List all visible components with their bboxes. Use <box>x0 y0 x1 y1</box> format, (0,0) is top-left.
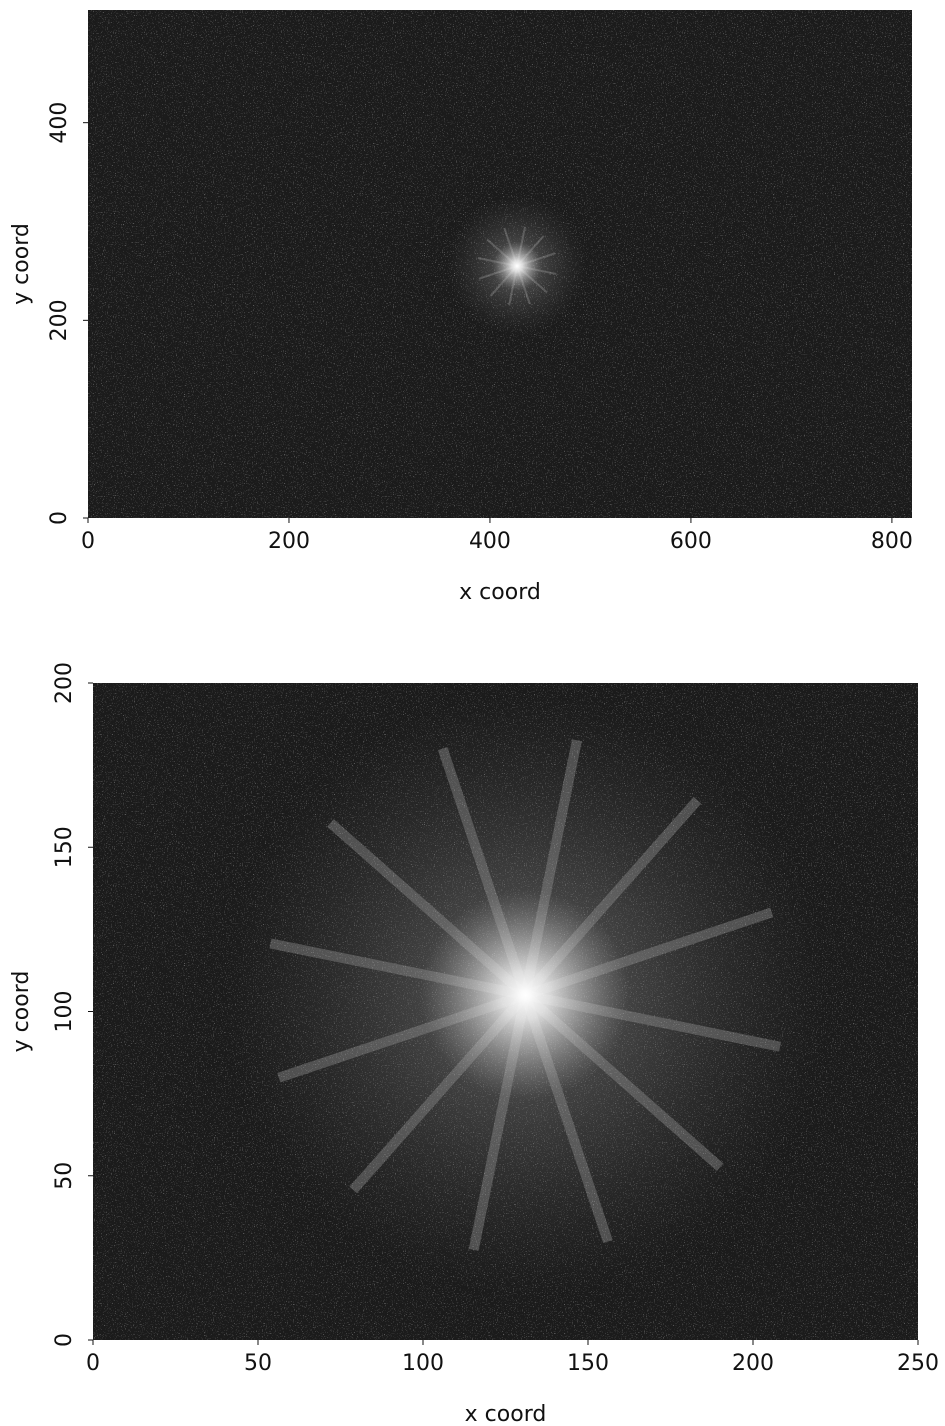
x-tick-label: 0 <box>86 1351 100 1376</box>
x-tick-label: 150 <box>567 1351 609 1376</box>
x-tick-label: 400 <box>469 529 511 554</box>
y-tick-label: 0 <box>47 511 72 525</box>
peak-glow <box>225 695 825 1295</box>
y-tick-label: 150 <box>52 826 77 868</box>
y-tick-label: 100 <box>52 991 77 1033</box>
y-tick-label: 50 <box>52 1162 77 1190</box>
y-tick-label: 200 <box>52 662 77 704</box>
x-tick-label: 800 <box>871 529 913 554</box>
x-axis-label: x coord <box>465 1402 547 1426</box>
image <box>88 10 912 518</box>
y-axis-label: y coord <box>9 971 34 1053</box>
x-tick-label: 200 <box>268 529 310 554</box>
x-tick-label: 100 <box>402 1351 444 1376</box>
y-tick-label: 400 <box>47 102 72 144</box>
x-axis-label: x coord <box>459 580 541 605</box>
x-tick-label: 50 <box>244 1351 272 1376</box>
y-tick-label: 0 <box>52 1333 77 1347</box>
figure: 0 200 400 600 800 0 200 400 x coord y coord 0 50 100… <box>0 0 945 1426</box>
y-tick-label: 200 <box>47 299 72 341</box>
y-axis-label: y coord <box>9 223 34 305</box>
peak-glow <box>447 196 587 336</box>
image <box>93 683 918 1340</box>
x-tick-label: 200 <box>732 1351 774 1376</box>
x-tick-label: 600 <box>670 529 712 554</box>
x-tick-label: 0 <box>81 529 95 554</box>
x-tick-label: 250 <box>897 1351 939 1376</box>
